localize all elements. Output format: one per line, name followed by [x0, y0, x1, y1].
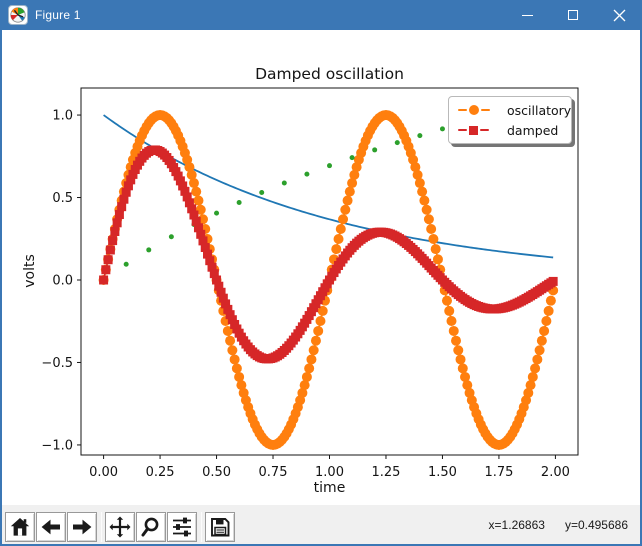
x-tick-label: 0.25: [146, 465, 175, 480]
x-tick-label: 2.00: [541, 465, 570, 480]
pan-button[interactable]: [105, 512, 135, 542]
chart-title: Damped oscillation: [255, 65, 404, 83]
forward-button[interactable]: [67, 512, 97, 542]
x-axis-label: time: [313, 480, 346, 496]
y-tick-label: −0.5: [41, 356, 73, 371]
sliders-icon: [173, 517, 191, 537]
minimize-icon: [521, 14, 533, 16]
series-log-growth: [101, 101, 536, 283]
save-icon: [211, 518, 230, 537]
pan-icon: [109, 516, 131, 538]
home-icon: [10, 518, 30, 536]
legend-item: oscillatory: [449, 100, 571, 120]
zoom-button[interactable]: [136, 512, 166, 542]
matplotlib-logo-icon: [8, 5, 28, 25]
legend-sample-circle: [458, 105, 498, 115]
x-tick-label: 1.50: [428, 465, 457, 480]
forward-arrow-icon: [73, 519, 92, 535]
status-x: x=1.26863: [488, 517, 545, 532]
x-tick-label: 0.50: [202, 465, 231, 480]
y-tick-label: 1.0: [52, 109, 73, 124]
series-exp-decay-envelope: [103, 114, 554, 259]
minimize-button[interactable]: [504, 0, 550, 30]
figure-canvas: 0.00 0.25 0.50 0.75 1.00 1.25 1.50 1.75 2.00 1.0 0…: [2, 30, 640, 505]
toolbar-separator: [201, 512, 202, 542]
back-arrow-icon: [41, 519, 60, 535]
window-controls: [504, 0, 642, 30]
x-tick-label: 1.00: [315, 465, 344, 480]
x-tick-label: 1.75: [484, 465, 513, 480]
y-tick-label: −1.0: [41, 438, 73, 453]
x-tick-label: 0.00: [89, 465, 118, 480]
save-button[interactable]: [205, 512, 235, 542]
maximize-icon: [568, 10, 578, 20]
cursor-status: x=1.26863 y=0.495686: [489, 505, 628, 544]
configure-subplots-button[interactable]: [167, 512, 197, 542]
x-tick-label: 1.25: [372, 465, 401, 480]
status-y: y=0.495686: [564, 517, 628, 532]
y-tick-label: 0.5: [52, 191, 73, 206]
maximize-button[interactable]: [550, 0, 596, 30]
legend-label: damped: [507, 122, 559, 138]
back-button[interactable]: [36, 512, 66, 542]
home-button[interactable]: [5, 512, 35, 542]
close-button[interactable]: [596, 0, 642, 30]
axes-frame: [80, 87, 579, 456]
legend-item: damped: [449, 120, 571, 140]
legend-sample-square: [458, 125, 498, 135]
y-axis-label: volts: [22, 254, 38, 288]
toolbar-separator: [101, 512, 102, 542]
toolbar: x=1.26863 y=0.495686: [2, 505, 640, 544]
y-tick-label: 0.0: [52, 273, 73, 288]
close-icon: [613, 9, 625, 21]
legend: oscillatory damped: [448, 96, 572, 144]
zoom-icon: [141, 517, 159, 537]
title-bar[interactable]: Figure 1: [0, 0, 642, 30]
series-damped: [99, 145, 558, 364]
x-tick-label: 0.75: [259, 465, 288, 480]
window-border: [0, 544, 642, 546]
legend-label: oscillatory: [507, 102, 572, 118]
plot-area[interactable]: 0.00 0.25 0.50 0.75 1.00 1.25 1.50 1.75 2.00 1.0 0…: [2, 30, 640, 505]
window-title: Figure 1: [35, 8, 81, 22]
